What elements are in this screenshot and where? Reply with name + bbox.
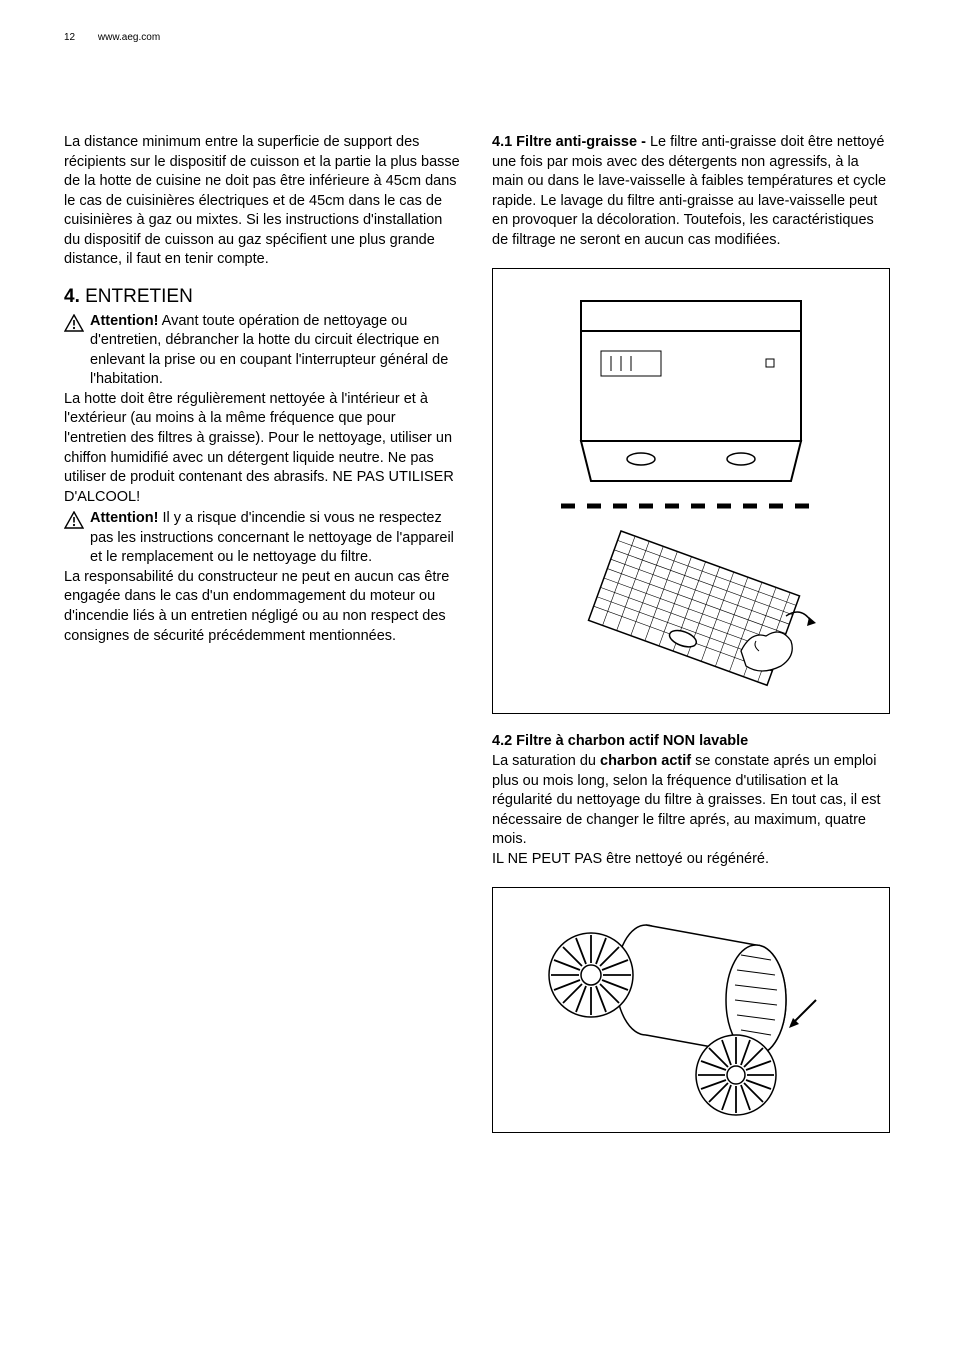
section-4-2-body-pre: La saturation du — [492, 753, 600, 769]
figure-carbon-filter — [492, 887, 890, 1133]
warning-triangle-icon — [64, 314, 84, 339]
section-4-title: ENTRETIEN — [80, 286, 193, 307]
figure-grease-filter — [492, 268, 890, 714]
carbon-filter-diagram-icon — [541, 900, 841, 1120]
section-4-1-title: 4.1 Filtre anti-graisse - — [492, 134, 650, 150]
section-4-2-body-bold: charbon actif — [600, 753, 691, 769]
grease-filter-diagram-icon — [541, 281, 841, 701]
section-4-2-title: 4.2 Filtre à charbon actif NON lavable — [492, 733, 748, 749]
para-after-warning-2: La responsabilité du constructeur ne peu… — [64, 568, 462, 646]
section-4-heading: 4. ENTRETIEN — [64, 284, 462, 310]
left-column: La distance minimum entre la superficie … — [64, 133, 462, 1151]
para-after-warning-1: La hotte doit être régulièrement nettoyé… — [64, 390, 462, 507]
section-4-2-last: IL NE PEUT PAS être nettoyé ou régénéré. — [492, 850, 890, 870]
warning-2-text: Attention! Il y a risque d'incendie si v… — [90, 509, 462, 568]
warning-1-bold: Attention! — [90, 313, 158, 329]
right-column: 4.1 Filtre anti-graisse - Le filtre anti… — [492, 133, 890, 1151]
section-4-number: 4. — [64, 286, 80, 307]
page-header: 12 www.aeg.com — [64, 32, 890, 43]
warning-2-bold: Attention! — [90, 510, 158, 526]
section-4-2: 4.2 Filtre à charbon actif NON lavable L… — [492, 732, 890, 849]
page-number: 12 — [64, 32, 75, 43]
site-url: www.aeg.com — [98, 32, 160, 43]
warning-1-text: Attention! Avant toute opération de nett… — [90, 312, 462, 390]
section-4-1: 4.1 Filtre anti-graisse - Le filtre anti… — [492, 133, 890, 250]
section-4-1-body: Le filtre anti-graisse doit être nettoyé… — [492, 134, 886, 248]
warning-2: Attention! Il y a risque d'incendie si v… — [64, 509, 462, 568]
intro-paragraph: La distance minimum entre la superficie … — [64, 133, 462, 270]
two-column-content: La distance minimum entre la superficie … — [64, 133, 890, 1151]
warning-triangle-icon — [64, 511, 84, 536]
warning-1: Attention! Avant toute opération de nett… — [64, 312, 462, 390]
